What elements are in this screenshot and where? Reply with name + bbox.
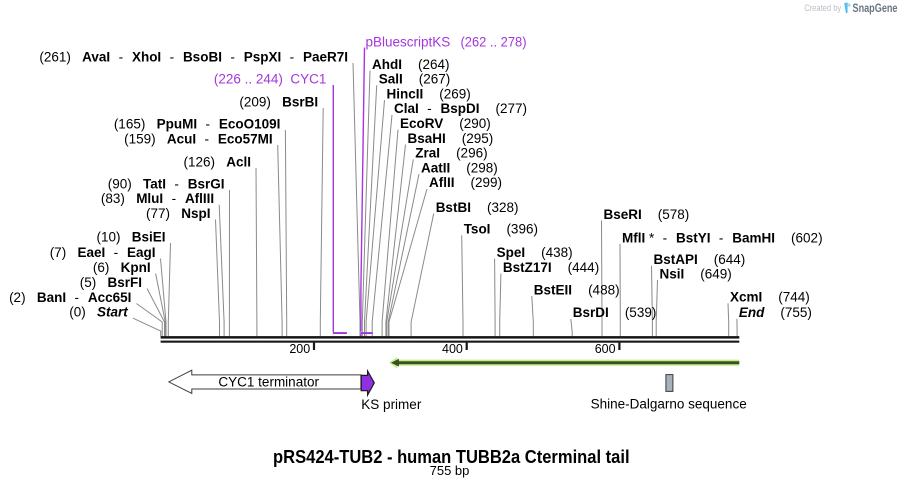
svg-text:(77) NspI: (77) NspI: [146, 206, 211, 221]
svg-text:XcmI(744): XcmI (744): [730, 290, 810, 305]
svg-text:SpeI(438): SpeI (438): [497, 245, 573, 260]
svg-text:(90) TatI - BsrGI: (90) TatI - BsrGI: [108, 176, 225, 191]
svg-text:(83) MluI - AflIII: (83) MluI - AflIII: [101, 191, 214, 206]
svg-text:(10) BsiEI: (10) BsiEI: [96, 229, 165, 244]
svg-text:600: 600: [595, 342, 616, 356]
svg-text:End(755): End (755): [739, 305, 812, 320]
svg-text:SnapGene: SnapGene: [853, 3, 898, 15]
svg-text:(126) AclI: (126) AclI: [183, 154, 251, 169]
svg-text:Created by: Created by: [804, 3, 841, 14]
svg-text:AflII(299): AflII (299): [429, 175, 502, 190]
svg-text:(7) EaeI - EagI: (7) EaeI - EagI: [50, 245, 156, 260]
svg-text:pRS424-TUB2 - human TUBB2a Cte: pRS424-TUB2 - human TUBB2a Cterminal tai…: [273, 446, 630, 467]
svg-text:EcoRV(290): EcoRV (290): [400, 116, 491, 131]
svg-text:BstEII(488): BstEII (488): [534, 282, 620, 297]
svg-text:TsoI(396): TsoI (396): [464, 222, 538, 237]
svg-text:BseRI(578): BseRI (578): [604, 207, 690, 222]
svg-text:(5) BsrFI: (5) BsrFI: [80, 275, 142, 290]
svg-text:BstBI(328): BstBI (328): [436, 200, 519, 215]
svg-text:(262 .. 278): (262 .. 278): [461, 34, 527, 49]
svg-text:pBluescriptKS: pBluescriptKS: [366, 34, 451, 49]
svg-text:(6) KpnI: (6) KpnI: [93, 260, 151, 275]
svg-text:(0) Start: (0) Start: [69, 304, 128, 319]
svg-text:ZraI(296): ZraI (296): [415, 146, 487, 161]
svg-text:BstAPI(644): BstAPI (644): [654, 252, 746, 267]
svg-text:(261) AvaI - XhoI - BsoB: (261) AvaI - XhoI - BsoBI - PspXI - PaeR…: [39, 49, 348, 64]
svg-text:AatII(298): AatII (298): [421, 160, 498, 175]
svg-text:BstZ17I(444): BstZ17I (444): [503, 260, 599, 275]
svg-text:(2) BanI - Acc65I: (2) BanI - Acc65I: [9, 290, 131, 305]
svg-text:400: 400: [442, 342, 463, 356]
svg-text:CYC1 terminator: CYC1 terminator: [218, 375, 319, 390]
svg-text:KS primer: KS primer: [361, 397, 422, 412]
svg-text:200: 200: [289, 342, 310, 356]
svg-text:BsrDI(539): BsrDI (539): [573, 305, 657, 320]
svg-text:755 bp: 755 bp: [430, 463, 470, 478]
svg-text:AhdI(264): AhdI (264): [372, 57, 450, 72]
svg-text:(209) BsrBI: (209) BsrBI: [239, 94, 318, 109]
svg-text:HincII(269): HincII (269): [387, 86, 471, 101]
svg-text:NsiI(649): NsiI (649): [660, 266, 732, 281]
svg-text:(226 .. 244) CYC1: (226 .. 244) CYC1: [214, 71, 327, 86]
svg-text:BsaHI(295): BsaHI (295): [408, 131, 494, 146]
svg-text:ClaI - BspDI(277): ClaI - BspDI (277): [394, 101, 527, 116]
svg-text:Shine-Dalgarno sequence: Shine-Dalgarno sequence: [591, 396, 747, 411]
svg-text:SalI(267): SalI (267): [379, 72, 451, 87]
svg-text:(165) PpuMI - EcoO109I: (165) PpuMI - EcoO109I: [114, 116, 281, 131]
svg-text:(159) AcuI - Eco57MI: (159) AcuI - Eco57MI: [124, 131, 273, 146]
svg-text:MflI * - BstYI - BamHI(602: MflI * - BstYI - BamHI (602): [622, 230, 823, 245]
